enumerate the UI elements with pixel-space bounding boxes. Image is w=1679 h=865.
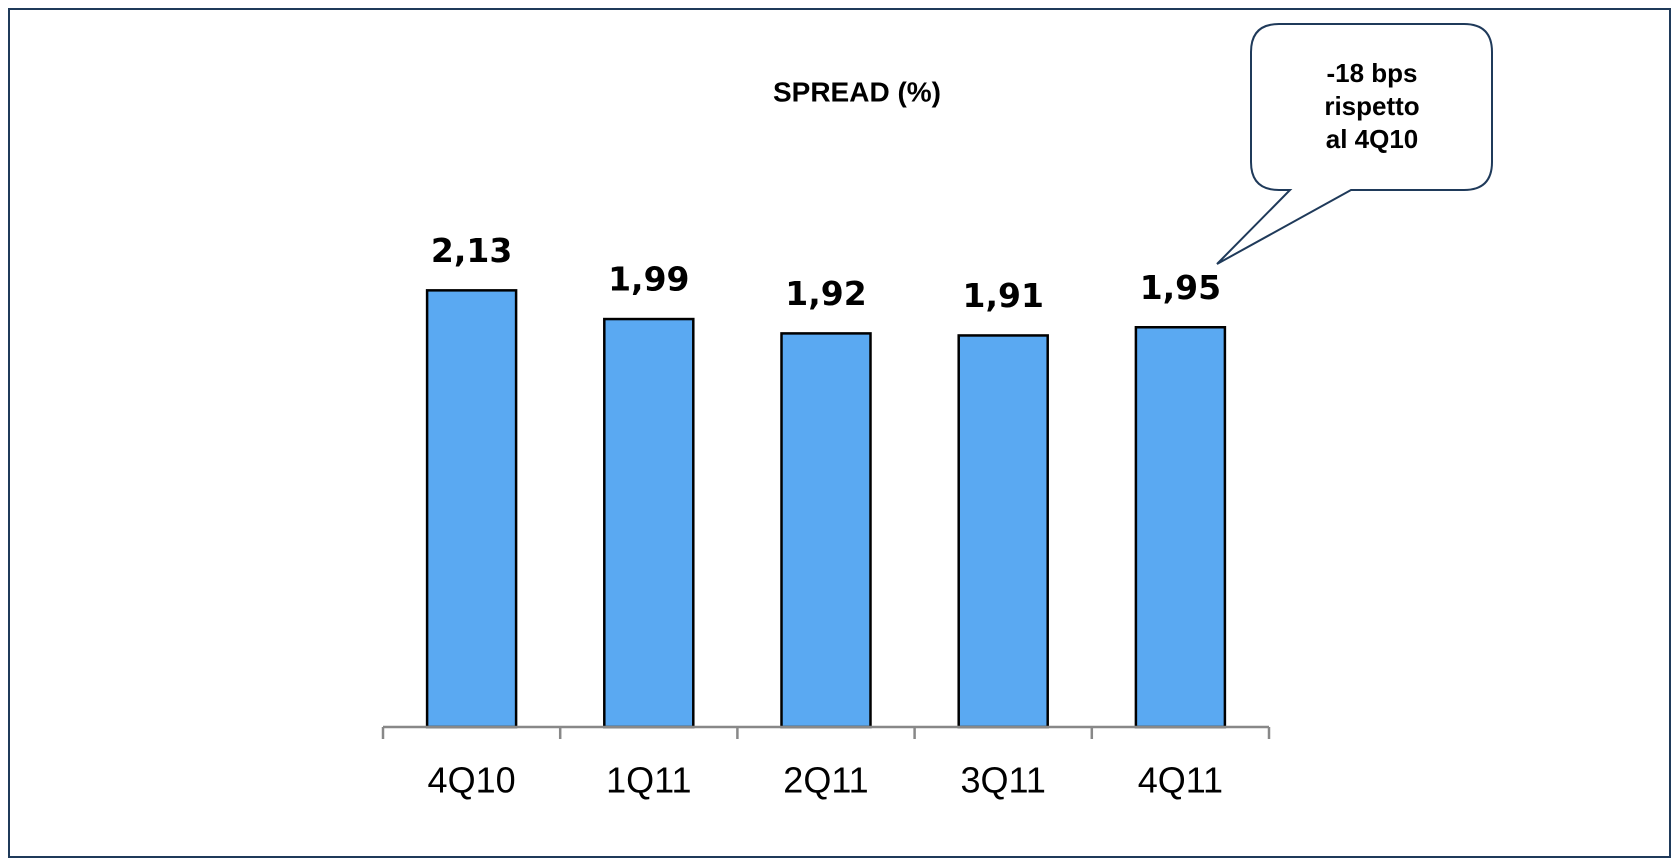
x-tick-label: 2Q11 <box>783 760 868 801</box>
x-tick-label: 3Q11 <box>960 760 1045 801</box>
value-label: 1,91 <box>962 276 1043 315</box>
x-tick-label: 1Q11 <box>606 760 691 801</box>
chart-title: SPREAD (%) <box>773 76 941 107</box>
x-tick-label: 4Q10 <box>428 760 516 801</box>
bar <box>957 334 1049 729</box>
bar <box>425 289 518 729</box>
bar <box>603 317 695 729</box>
value-label: 2,13 <box>431 231 512 270</box>
annotation: rispetto <box>1324 91 1419 121</box>
bar <box>1134 326 1227 729</box>
annotation: -18 bps <box>1326 58 1417 88</box>
annotation: al 4Q10 <box>1326 124 1419 154</box>
value-label: 1,95 <box>1140 268 1221 307</box>
callout <box>1216 23 1493 265</box>
value-label: 1,99 <box>608 260 689 299</box>
value-label: 1,92 <box>785 274 866 313</box>
bar <box>780 332 872 729</box>
x-tick-label: 4Q11 <box>1138 760 1223 801</box>
